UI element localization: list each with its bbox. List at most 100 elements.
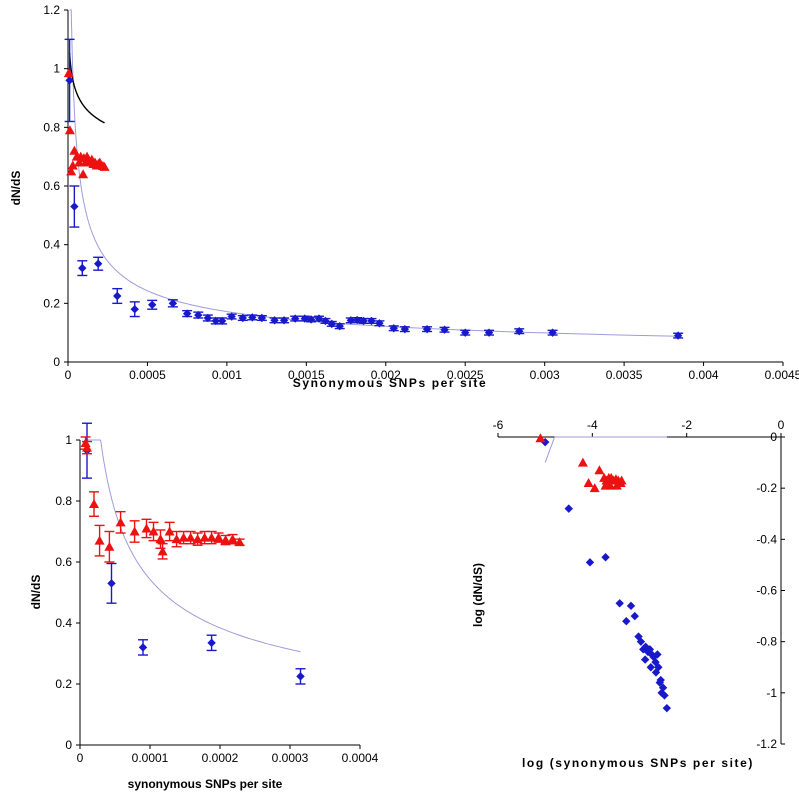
panel-bottom-left-y-tick-label: 0.2 bbox=[55, 677, 72, 691]
panel-bottom-right-log-log: log (synonymous SNPs per site) log (dN/d… bbox=[471, 418, 785, 770]
panel-bottom-right-blue-diamond-point bbox=[656, 675, 665, 685]
panel-top-x-tick-label: 0.002 bbox=[371, 368, 401, 382]
panel-top-blue-diamond-point bbox=[314, 314, 324, 323]
panel-bottom-left-red-triangle-point bbox=[157, 546, 168, 556]
panel-bottom-left-red-triangle-point bbox=[206, 532, 217, 542]
panel-bottom-right-blue-diamond-point bbox=[662, 703, 672, 713]
panel-bottom-left-red-triangle-point bbox=[115, 517, 126, 527]
panel-top-y-tick-label: 0.8 bbox=[43, 120, 60, 134]
panel-top-blue-diamond-point bbox=[148, 300, 157, 309]
panel-bottom-right-y-tick-label: -0.6 bbox=[756, 584, 777, 598]
panel-top-blue-diamond-point bbox=[78, 263, 87, 273]
panel-top-blue-diamond-point bbox=[113, 291, 122, 301]
panel-bottom-right-x-axis-label: log (synonymous SNPs per site) bbox=[522, 756, 754, 770]
panel-top-x-tick-label: 0.004 bbox=[689, 368, 719, 382]
panel-bottom-left-red-triangle-point bbox=[82, 442, 92, 452]
panel-top-y-tick-label: 0 bbox=[53, 355, 60, 369]
panel-top-x-tick-label: 0.0045 bbox=[765, 368, 799, 382]
panel-top-blue-diamond-point bbox=[211, 316, 220, 326]
panel-top-blue-diamond-point bbox=[461, 328, 470, 337]
panel-top-red-triangle-point bbox=[69, 145, 80, 155]
panel-bottom-left-blue-diamond-point bbox=[107, 579, 116, 588]
panel-bottom-right-red-triangle-point bbox=[589, 483, 600, 493]
panel-bottom-left-blue-diamond-point bbox=[138, 643, 148, 652]
panel-bottom-left-x-tick-label: 0 bbox=[77, 751, 84, 765]
panel-top-x-tick-label: 0.001 bbox=[212, 368, 242, 382]
panel-top-blue-diamond-point bbox=[130, 305, 139, 314]
panel-bottom-left-red-triangle-point bbox=[192, 534, 203, 544]
panel-bottom-right-x-tick-label: -4 bbox=[587, 418, 598, 432]
panel-bottom-left-zoomed-dn-ds: synonymous SNPs per site dN/dS 0 0.2 0.4 0.… bbox=[29, 422, 379, 791]
panel-top-y-tick-label: 1.2 bbox=[43, 3, 60, 17]
panel-top-blue-diamond-point bbox=[375, 319, 384, 328]
panel-bottom-right-y-tick-label: -1 bbox=[766, 686, 777, 700]
panel-bottom-right-blue-diamond-point bbox=[564, 504, 573, 513]
panel-bottom-left-x-tick-label: 0.0004 bbox=[342, 751, 379, 765]
panel-top-y-tick-label: 0.2 bbox=[43, 296, 60, 310]
panel-bottom-right-y-tick-label: -0.2 bbox=[756, 481, 777, 495]
panel-bottom-left-y-tick-label: 0.8 bbox=[55, 494, 72, 508]
panel-top-blue-diamond-point bbox=[270, 316, 279, 325]
panel-bottom-right-blue-diamond-point bbox=[622, 617, 631, 626]
panel-bottom-left-red-triangle-point bbox=[148, 526, 159, 536]
panel-bottom-right-red-triangle-point bbox=[616, 475, 627, 485]
panel-bottom-right-blue-diamond-point bbox=[601, 553, 610, 562]
panel-top-x-axis-label: Synonymous SNPs per site bbox=[293, 376, 487, 390]
panel-top-red-triangle-point bbox=[67, 160, 78, 170]
panel-bottom-right-blue-diamond-point bbox=[585, 558, 595, 567]
panel-top-fit-curve-1 bbox=[69, 9, 679, 337]
panel-bottom-left-x-axis-label: synonymous SNPs per site bbox=[128, 777, 283, 791]
panel-top-x-tick-label: 0.003 bbox=[530, 368, 560, 382]
panel-top-blue-diamond-point bbox=[291, 314, 300, 323]
panel-top-blue-diamond-point bbox=[248, 313, 257, 322]
panel-bottom-right-blue-diamond-point bbox=[647, 650, 656, 659]
panel-top-blue-diamond-point bbox=[279, 316, 289, 325]
panel-top-y-axis-label: dN/dS bbox=[9, 171, 23, 206]
panel-top-y-tick-label: 0.4 bbox=[43, 238, 60, 252]
panel-top-blue-diamond-point bbox=[238, 313, 247, 323]
panel-top-dn-ds-vs-synonymous-snps: Synonymous SNPs per site dN/dS 0 0.2 0.4 0.… bbox=[9, 3, 799, 390]
panel-bottom-right-red-triangle-point bbox=[577, 457, 588, 467]
panel-top-blue-diamond-point bbox=[217, 316, 227, 326]
panel-bottom-right-y-tick-label: -1.2 bbox=[756, 737, 777, 751]
panel-bottom-left-red-triangle-point bbox=[94, 535, 105, 545]
panel-bottom-right-blue-diamond-point bbox=[651, 657, 660, 667]
panel-top-x-tick-label: 0.0025 bbox=[447, 368, 484, 382]
panel-top-blue-diamond-point bbox=[70, 202, 79, 211]
panel-bottom-left-red-triangle-point bbox=[199, 532, 210, 542]
panel-bottom-left-red-triangle-point bbox=[141, 523, 152, 533]
panel-bottom-right-blue-diamond-point bbox=[615, 599, 624, 608]
panel-top-blue-diamond-point bbox=[65, 76, 74, 85]
panel-bottom-left-red-triangle-point bbox=[185, 532, 196, 542]
panel-bottom-left-blue-diamond-point bbox=[296, 672, 305, 681]
panel-top-blue-diamond-point bbox=[194, 310, 203, 320]
panel-bottom-right-fit-curve-1 bbox=[544, 436, 667, 463]
panel-bottom-left-red-triangle-point bbox=[155, 534, 166, 544]
panel-top-blue-diamond-point bbox=[203, 313, 213, 323]
panel-bottom-left-y-tick-label: 1 bbox=[65, 433, 72, 447]
panel-top-blue-diamond-point bbox=[168, 299, 178, 308]
panel-top-blue-diamond-point bbox=[440, 325, 449, 334]
panel-top-blue-diamond-point bbox=[306, 315, 316, 324]
panel-top-blue-diamond-point bbox=[93, 259, 103, 268]
panel-bottom-right-red-triangle-point bbox=[594, 465, 605, 475]
panel-bottom-left-red-triangle-point bbox=[178, 532, 189, 542]
panel-top-fit-curve-2 bbox=[68, 52, 105, 124]
panel-bottom-right-blue-diamond-point bbox=[658, 683, 668, 692]
panel-bottom-right-blue-diamond-point bbox=[660, 691, 669, 700]
panel-top-x-tick-label: 0.0015 bbox=[288, 368, 325, 382]
panel-top-x-tick-label: 0 bbox=[65, 368, 72, 382]
panel-bottom-right-y-tick-label: -0.8 bbox=[756, 635, 777, 649]
panel-top-y-tick-label: 0.6 bbox=[43, 179, 60, 193]
panel-top-red-triangle-point bbox=[63, 68, 74, 78]
panel-bottom-right-red-triangle-point bbox=[535, 433, 546, 443]
panel-top-blue-diamond-point bbox=[335, 322, 344, 331]
panel-bottom-left-red-triangle-point bbox=[89, 499, 99, 509]
panel-top-blue-diamond-point bbox=[389, 324, 398, 333]
panel-top-blue-diamond-point bbox=[400, 324, 410, 334]
panel-top-x-tick-label: 0.0005 bbox=[129, 368, 166, 382]
panel-bottom-right-blue-diamond-point bbox=[653, 650, 662, 659]
panel-bottom-left-y-tick-label: 0.4 bbox=[55, 616, 72, 630]
panel-top-blue-diamond-point bbox=[227, 312, 236, 321]
panel-top-blue-diamond-point bbox=[257, 313, 267, 323]
